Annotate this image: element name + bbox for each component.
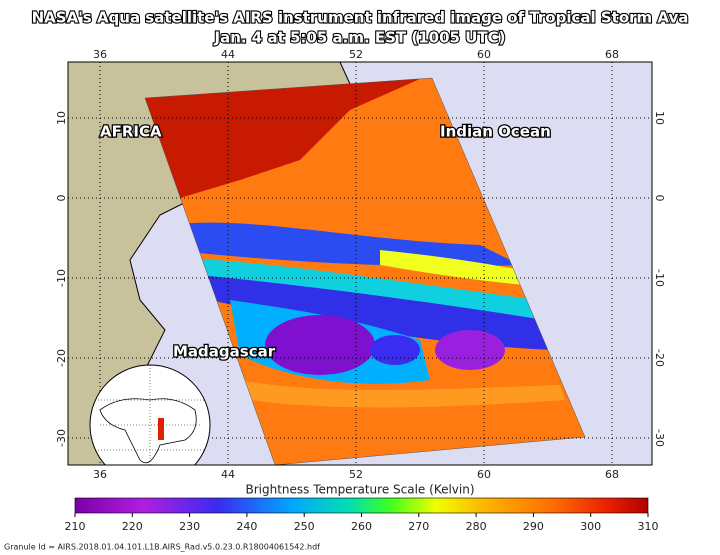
lat-label: -30	[55, 429, 68, 447]
colorbar-tick-label: 280	[466, 520, 487, 533]
colorbar-tick-label: 260	[351, 520, 372, 533]
colorbar-tick-label: 220	[122, 520, 143, 533]
colorbar-tick-label: 310	[638, 520, 659, 533]
map-frame	[67, 61, 653, 466]
lon-label: 60	[477, 468, 491, 481]
map-area	[68, 62, 652, 465]
lat-label: -30	[653, 429, 666, 447]
lon-label: 52	[349, 48, 363, 61]
colorbar-tick-label: 230	[179, 520, 200, 533]
inset-globe	[89, 364, 211, 465]
lat-label: -10	[653, 269, 666, 287]
colorbar	[74, 497, 649, 514]
colorbar-tick-label: 290	[523, 520, 544, 533]
colorbar-tick-label: 270	[408, 520, 429, 533]
lon-label: 36	[93, 468, 107, 481]
lat-label: 0	[653, 195, 666, 202]
colorbar-tick-label: 210	[65, 520, 86, 533]
lon-label: 60	[477, 48, 491, 61]
lon-label: 68	[605, 48, 619, 61]
colorbar-title: Brightness Temperature Scale (Kelvin)	[245, 483, 474, 497]
lat-label: 10	[653, 111, 666, 125]
lon-label: 36	[93, 48, 107, 61]
lat-label: 0	[55, 195, 68, 202]
lon-label: 68	[605, 468, 619, 481]
lat-label: -20	[653, 349, 666, 367]
lon-label: 44	[221, 48, 235, 61]
title: NASA's Aqua satellite's AIRS instrument …	[32, 9, 689, 27]
region-label: Indian Ocean	[440, 123, 551, 141]
colorbar-tick-label: 300	[580, 520, 601, 533]
colorbar-tick-label: 240	[236, 520, 257, 533]
lat-label: -20	[55, 349, 68, 367]
lon-label: 52	[349, 468, 363, 481]
region-label: AFRICA	[100, 123, 162, 141]
colorbar-tick-label: 250	[294, 520, 315, 533]
lat-label: 10	[55, 111, 68, 125]
granule-id: Granule Id = AIRS.2018.01.04.101.L1B.AIR…	[4, 543, 320, 552]
lon-label: 44	[221, 468, 235, 481]
lat-label: -10	[55, 269, 68, 287]
region-label: Madagascar	[173, 343, 276, 361]
subtitle: Jan. 4 at 5:05 a.m. EST (1005 UTC)	[214, 29, 506, 47]
